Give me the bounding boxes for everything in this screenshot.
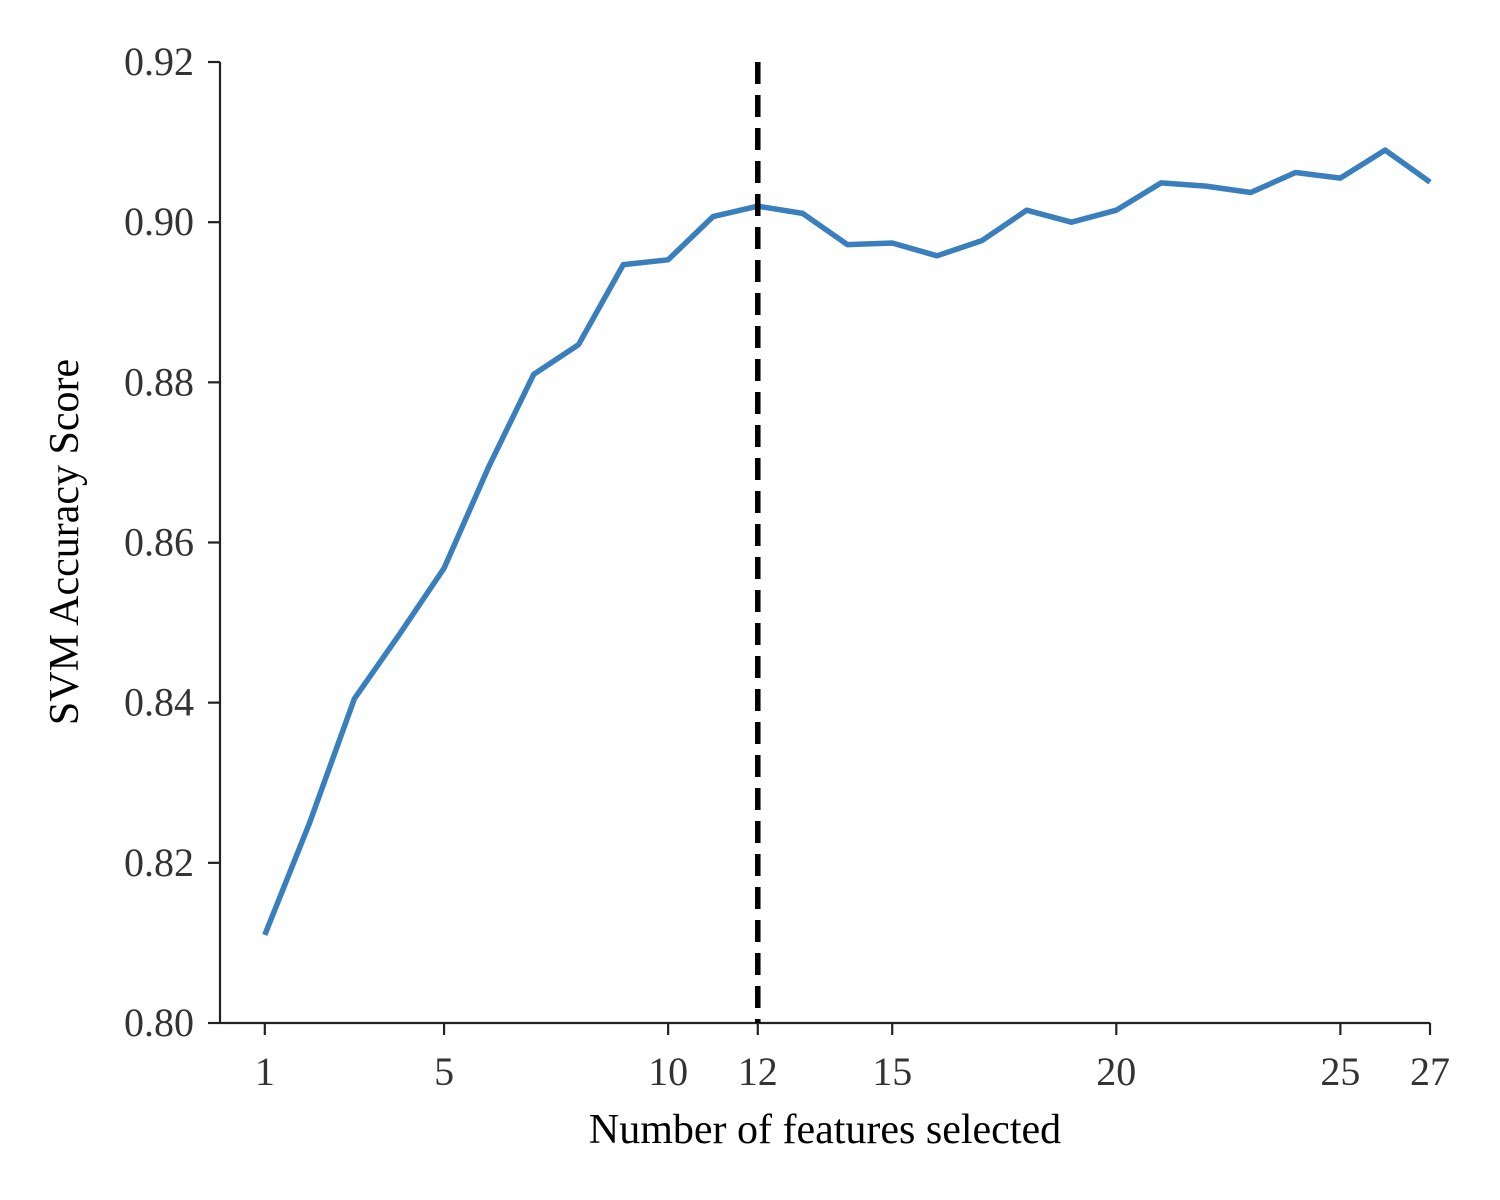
y-ticks: 0.80 0.82 0.84 0.86 0.88 0.90 0.92 — [124, 39, 220, 1045]
y-tick-label: 0.84 — [124, 680, 194, 725]
x-tick-label: 25 — [1320, 1049, 1360, 1094]
y-tick-label: 0.92 — [124, 39, 194, 84]
x-tick-label: 10 — [648, 1049, 688, 1094]
axes: 0.800.820.840.860.880.900.92 1 5 10 12 15 20 2… — [124, 39, 1450, 1094]
x-tick-label: 20 — [1096, 1049, 1136, 1094]
series-line — [262, 147, 1432, 936]
y-tick-label: 0.90 — [124, 199, 194, 244]
series-points — [264, 149, 1431, 936]
y-tick-label: 0.80 — [124, 1000, 194, 1045]
y-tick-label: 0.82 — [124, 840, 194, 885]
x-tick-label: 5 — [434, 1049, 454, 1094]
x-tick-label: 12 — [738, 1049, 778, 1094]
x-ticks: 1 5 10 12 15 20 25 27 — [255, 1023, 1450, 1094]
x-tick-label: 15 — [872, 1049, 912, 1094]
y-tick-label: 0.86 — [124, 520, 194, 565]
y-axis-label: SVM Accuracy Score — [42, 359, 88, 725]
y-tick-label: 0.88 — [124, 359, 194, 404]
x-tick-label: 1 — [255, 1049, 275, 1094]
x-tick-label: 27 — [1410, 1049, 1450, 1094]
x-axis-label: Number of features selected — [589, 1107, 1061, 1153]
